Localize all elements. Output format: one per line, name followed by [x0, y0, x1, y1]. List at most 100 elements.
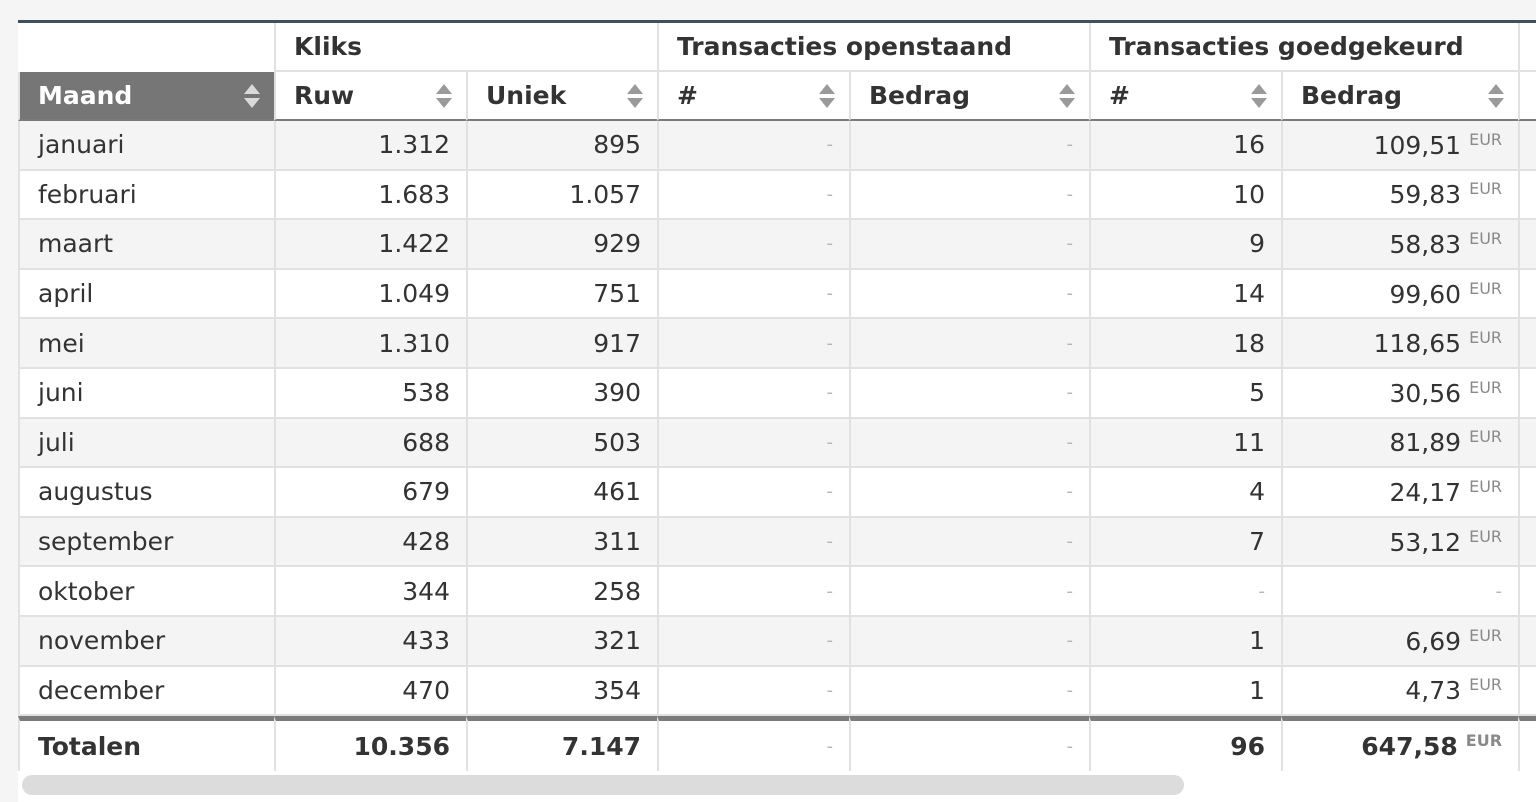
amount-value: 6,69 — [1405, 626, 1462, 656]
maand-cell: augustus — [18, 468, 274, 518]
approved-amount-cell: 30,56 EUR — [1281, 368, 1519, 419]
totals-open-amount: - — [849, 716, 1089, 772]
table-row: juni 538 390- -5 30,56 EUR — [18, 368, 1536, 419]
open-amount-cell: - — [849, 170, 1089, 221]
table-row: september 428 311- -7 53,12 EUR — [18, 517, 1536, 568]
column-header-open-amount[interactable]: Bedrag — [849, 72, 1089, 121]
open-count-cell: - — [657, 666, 849, 717]
approved-count-cell: 7 — [1089, 517, 1281, 568]
column-header-label: Bedrag — [869, 81, 971, 110]
column-header-uniek[interactable]: Uniek — [466, 72, 657, 121]
ruw-cell: 344 — [274, 567, 466, 617]
overflow-cell — [1518, 616, 1536, 667]
approved-count-cell: 18 — [1089, 319, 1281, 369]
totals-row: Totalen 10.356 7.147 - - 96 647,58 EUR — [18, 716, 1536, 772]
ruw-cell: 538 — [274, 368, 466, 419]
approved-amount-cell: 59,83 EUR — [1281, 170, 1519, 221]
table-row: april 1.049 751- -14 99,60 EUR — [18, 269, 1536, 320]
open-amount-cell: - — [849, 616, 1089, 667]
column-header-approved-count[interactable]: # — [1089, 72, 1281, 121]
column-header-overflow — [1518, 72, 1536, 121]
amount-value: 53,12 — [1389, 527, 1462, 557]
stats-table-container: Kliks Transacties openstaand Transacties… — [18, 20, 1536, 802]
table-row: augustus 679 461- -4 24,17 EUR — [18, 468, 1536, 518]
column-header-ruw[interactable]: Ruw — [274, 72, 466, 121]
overflow-cell — [1518, 319, 1536, 369]
sort-icon — [627, 84, 643, 110]
approved-count-cell: 10 — [1089, 170, 1281, 221]
overflow-cell — [1518, 368, 1536, 419]
open-amount-cell: - — [849, 121, 1089, 171]
ruw-cell: 470 — [274, 666, 466, 717]
uniek-cell: 390 — [466, 368, 657, 419]
column-header-open-count[interactable]: # — [657, 72, 849, 121]
uniek-cell: 461 — [466, 468, 657, 518]
ruw-cell: 428 — [274, 517, 466, 568]
group-header-approved: Transacties goedgekeurd — [1089, 23, 1519, 72]
currency-label: EUR — [1469, 625, 1503, 645]
open-amount-cell: - — [849, 418, 1089, 469]
approved-count-cell: 14 — [1089, 269, 1281, 320]
open-count-cell: - — [657, 170, 849, 221]
currency-label: EUR — [1469, 179, 1503, 199]
approved-amount-cell: 58,83 EUR — [1281, 220, 1519, 270]
uniek-cell: 1.057 — [466, 170, 657, 221]
sort-icon — [819, 84, 835, 110]
open-amount-cell: - — [849, 269, 1089, 320]
open-count-cell: - — [657, 418, 849, 469]
uniek-cell: 751 — [466, 269, 657, 320]
uniek-cell: 354 — [466, 666, 657, 717]
open-count-cell: - — [657, 517, 849, 568]
amount-value: 109,51 — [1373, 130, 1462, 160]
totals-open-count: - — [657, 716, 849, 772]
group-header-kliks: Kliks — [274, 23, 657, 72]
sort-icon — [1059, 84, 1075, 110]
open-count-cell: - — [657, 468, 849, 518]
maand-cell: november — [18, 616, 274, 667]
currency-label: EUR — [1469, 228, 1503, 248]
approved-count-cell: - — [1089, 567, 1281, 617]
table-row: december 470 354- -1 4,73 EUR — [18, 666, 1536, 717]
approved-amount-cell: - — [1281, 567, 1519, 617]
sort-icon — [1488, 84, 1505, 110]
group-header-empty — [18, 23, 274, 72]
uniek-cell: 895 — [466, 121, 657, 171]
column-header-label: # — [677, 81, 698, 110]
uniek-cell: 917 — [466, 319, 657, 369]
column-header-approved-amount[interactable]: Bedrag — [1281, 72, 1519, 121]
table-row: februari 1.683 1.057- -10 59,83 EUR — [18, 170, 1536, 221]
open-amount-cell: - — [849, 666, 1089, 717]
currency-label: EUR — [1465, 731, 1503, 751]
monthly-stats-table: Kliks Transacties openstaand Transacties… — [18, 23, 1536, 772]
table-row: juli 688 503- -11 81,89 EUR — [18, 418, 1536, 469]
maand-cell: januari — [18, 121, 274, 171]
currency-label: EUR — [1469, 278, 1503, 298]
approved-count-cell: 5 — [1089, 368, 1281, 419]
approved-amount-cell: 6,69 EUR — [1281, 616, 1519, 667]
overflow-cell — [1518, 716, 1536, 772]
currency-label: EUR — [1469, 675, 1503, 695]
open-count-cell: - — [657, 368, 849, 419]
table-row: oktober 344 258- - - - — [18, 567, 1536, 617]
totals-ruw: 10.356 — [274, 716, 466, 772]
uniek-cell: 258 — [466, 567, 657, 617]
amount-value: 647,58 — [1361, 732, 1458, 762]
group-header-row: Kliks Transacties openstaand Transacties… — [18, 23, 1536, 72]
currency-label: EUR — [1469, 427, 1503, 447]
uniek-cell: 321 — [466, 616, 657, 667]
approved-amount-cell: 4,73 EUR — [1281, 666, 1519, 717]
totals-label: Totalen — [18, 716, 274, 772]
amount-value: 58,83 — [1389, 229, 1462, 259]
column-header-maand[interactable]: Maand — [18, 72, 274, 121]
horizontal-scrollbar[interactable] — [22, 775, 1184, 795]
currency-label: EUR — [1469, 129, 1503, 149]
uniek-cell: 503 — [466, 418, 657, 469]
overflow-cell — [1518, 170, 1536, 221]
ruw-cell: 1.312 — [274, 121, 466, 171]
column-header-label: Ruw — [294, 81, 355, 110]
ruw-cell: 1.683 — [274, 170, 466, 221]
overflow-cell — [1518, 468, 1536, 518]
overflow-cell — [1518, 121, 1536, 171]
approved-count-cell: 1 — [1089, 666, 1281, 717]
currency-label: EUR — [1469, 328, 1503, 348]
